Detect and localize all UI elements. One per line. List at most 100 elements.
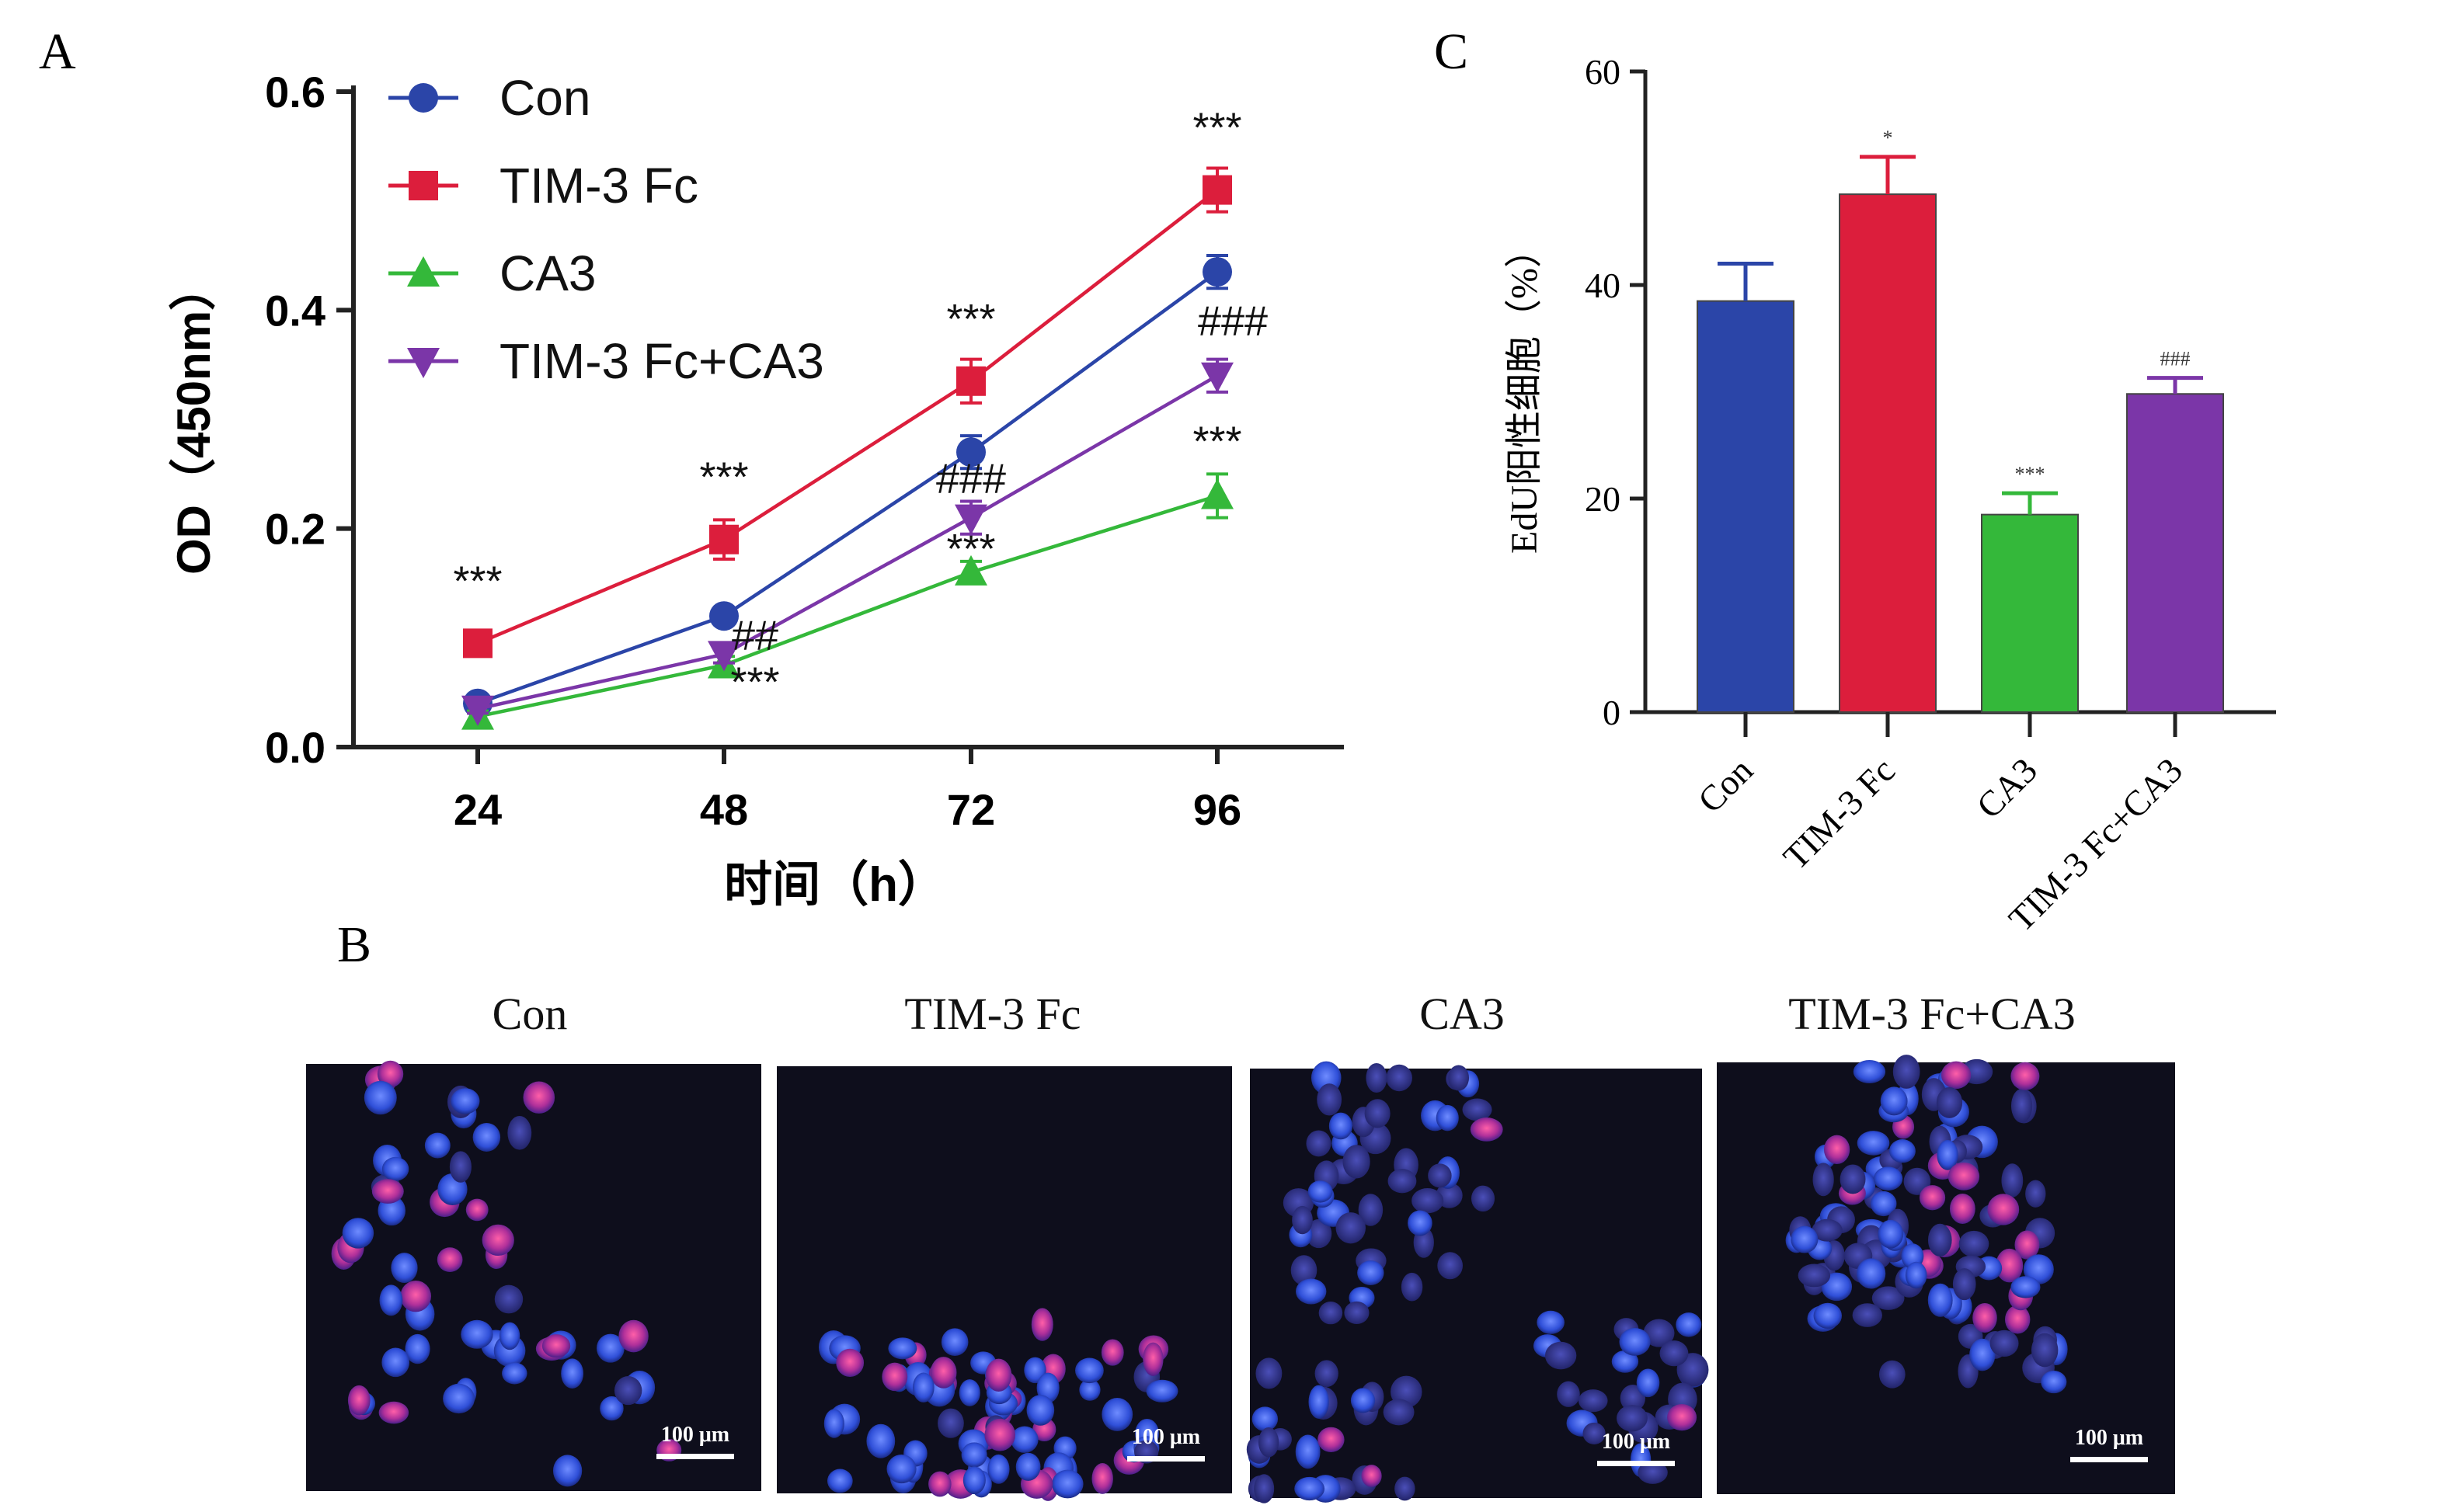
- cell: [1557, 1381, 1580, 1407]
- chart-c-bar: [1981, 513, 2079, 713]
- chart-a-legend-marker-ca3: [407, 256, 440, 287]
- micrograph-background: [306, 1064, 761, 1491]
- cell: [424, 1132, 451, 1159]
- chart-a-point-tim3fc: [463, 628, 493, 659]
- cell: [2041, 1370, 2067, 1394]
- chart-a-x-tick-label: 96: [1193, 785, 1241, 834]
- micrograph-cells: [818, 1308, 1178, 1501]
- cell: [451, 1088, 480, 1114]
- chart-c-significance-label: ###: [2160, 348, 2191, 370]
- cell: [1328, 1112, 1353, 1140]
- cell: [1870, 1190, 1897, 1217]
- chart-c-x-tick-label: Con: [1690, 750, 1760, 820]
- chart-a-point-con: [1203, 257, 1232, 287]
- cell: [1798, 1263, 1831, 1288]
- cell: [1638, 1461, 1668, 1484]
- chart-a-legend-marker-con: [409, 83, 438, 113]
- cell: [1306, 1130, 1331, 1157]
- cell: [1317, 1083, 1342, 1116]
- micrograph-2: TIM-3 Fc 100 μm: [777, 989, 1232, 1501]
- micrograph-title: Con: [493, 989, 568, 1039]
- cell: [1357, 1260, 1384, 1285]
- cell: [827, 1469, 853, 1493]
- cell: [377, 1060, 404, 1088]
- cell: [1941, 1061, 1972, 1090]
- cell: [1254, 1474, 1275, 1503]
- cell: [600, 1396, 624, 1421]
- cell: [1295, 1434, 1321, 1469]
- cell: [364, 1080, 397, 1115]
- cell: [1448, 1065, 1470, 1091]
- chart-c-y-tick-label: 60: [1585, 52, 1620, 92]
- cell: [1958, 1230, 1989, 1257]
- cell: [1091, 1463, 1113, 1494]
- chart-a-point-con: [709, 601, 739, 631]
- cell: [1342, 1145, 1370, 1179]
- chart-a-significance-label: ***: [699, 454, 748, 501]
- chart-c-y-tick-label: 20: [1585, 479, 1620, 519]
- chart-a-point-tim3fc: [956, 366, 986, 396]
- cell: [1791, 1225, 1819, 1253]
- cell: [1996, 1248, 2024, 1283]
- chart-a-series-con: [463, 254, 1232, 718]
- cell: [1361, 1465, 1382, 1487]
- cell: [2010, 1062, 2040, 1090]
- cell: [1813, 1302, 1842, 1329]
- cell: [1436, 1104, 1459, 1131]
- scale-bar: [1597, 1461, 1675, 1466]
- cell: [836, 1348, 865, 1377]
- cell: [1344, 1301, 1370, 1324]
- chart-a-point-tim3fc: [1203, 175, 1232, 205]
- cell: [1857, 1131, 1890, 1156]
- chart-a-point-tim3fc: [709, 524, 739, 554]
- chart-a-x-tick-label: 48: [700, 785, 748, 834]
- cell: [618, 1319, 649, 1353]
- cell: [938, 1408, 964, 1438]
- cell: [1852, 1303, 1882, 1327]
- cell: [1880, 1086, 1908, 1116]
- cell: [959, 1379, 980, 1406]
- chart-a-y-tick-label: 0.6: [265, 68, 325, 116]
- panel-label-c: C: [1434, 23, 1468, 80]
- cell: [1364, 1099, 1391, 1128]
- cell: [1401, 1272, 1423, 1302]
- chart-a-significance-label: ***: [1192, 105, 1241, 151]
- cell: [347, 1385, 371, 1416]
- chart-a-y-tick-label: 0.2: [265, 505, 325, 554]
- chart-a-x-label: 时间（h）: [724, 857, 946, 912]
- cell: [1611, 1350, 1639, 1373]
- scale-bar-label: 100 μm: [2075, 1426, 2143, 1450]
- cell: [437, 1247, 463, 1272]
- chart-a-y-label: OD（450nm）: [168, 264, 220, 575]
- micrograph-cells: [1246, 1061, 1709, 1503]
- chart-a-y-tick-label: 0.4: [265, 286, 325, 335]
- scale-bar: [656, 1454, 734, 1459]
- cell: [1812, 1218, 1843, 1242]
- micrograph-cells: [331, 1060, 682, 1487]
- cell: [1306, 1218, 1332, 1249]
- cell: [1676, 1312, 1702, 1337]
- cell: [1290, 1255, 1317, 1286]
- chart-c-bar: [1839, 193, 1937, 713]
- chart-a-point-combo: [955, 504, 987, 535]
- cell: [2031, 1333, 2059, 1368]
- cell: [405, 1333, 430, 1364]
- cell: [1295, 1278, 1327, 1305]
- cell: [1394, 1476, 1415, 1501]
- chart-a-point-combo: [461, 695, 494, 726]
- cell: [1294, 1476, 1325, 1501]
- chart-a-axes: [351, 85, 1344, 749]
- chart-a-x-tick-label: 72: [947, 785, 995, 834]
- cell: [1015, 1452, 1041, 1481]
- cell: [1619, 1327, 1651, 1356]
- cell: [1075, 1357, 1104, 1384]
- cell: [482, 1224, 514, 1257]
- cell: [371, 1179, 404, 1204]
- cell: [1892, 1055, 1920, 1089]
- cell: [912, 1372, 935, 1403]
- cell: [928, 1471, 952, 1497]
- cell: [400, 1281, 432, 1312]
- chart-c-y-label: EdU阳性细胞（%）: [1504, 231, 1545, 554]
- cell: [1857, 1258, 1886, 1289]
